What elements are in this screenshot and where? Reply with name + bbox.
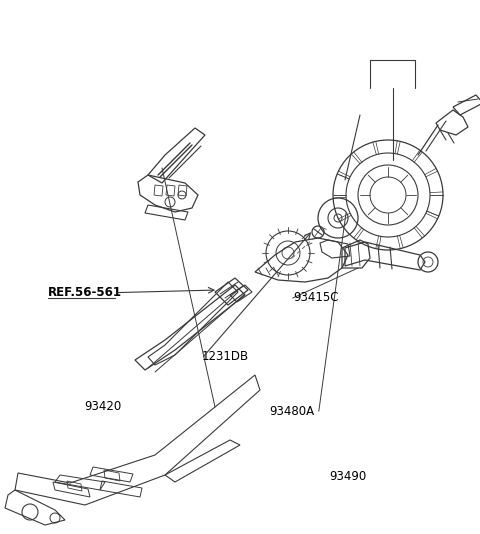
Text: 93420: 93420 xyxy=(84,400,121,413)
Text: REF.56-561: REF.56-561 xyxy=(48,286,122,299)
Text: 1231DB: 1231DB xyxy=(202,350,249,363)
Text: 93480A: 93480A xyxy=(269,405,314,418)
Text: 93415C: 93415C xyxy=(293,292,338,304)
Text: 93490: 93490 xyxy=(329,470,366,483)
